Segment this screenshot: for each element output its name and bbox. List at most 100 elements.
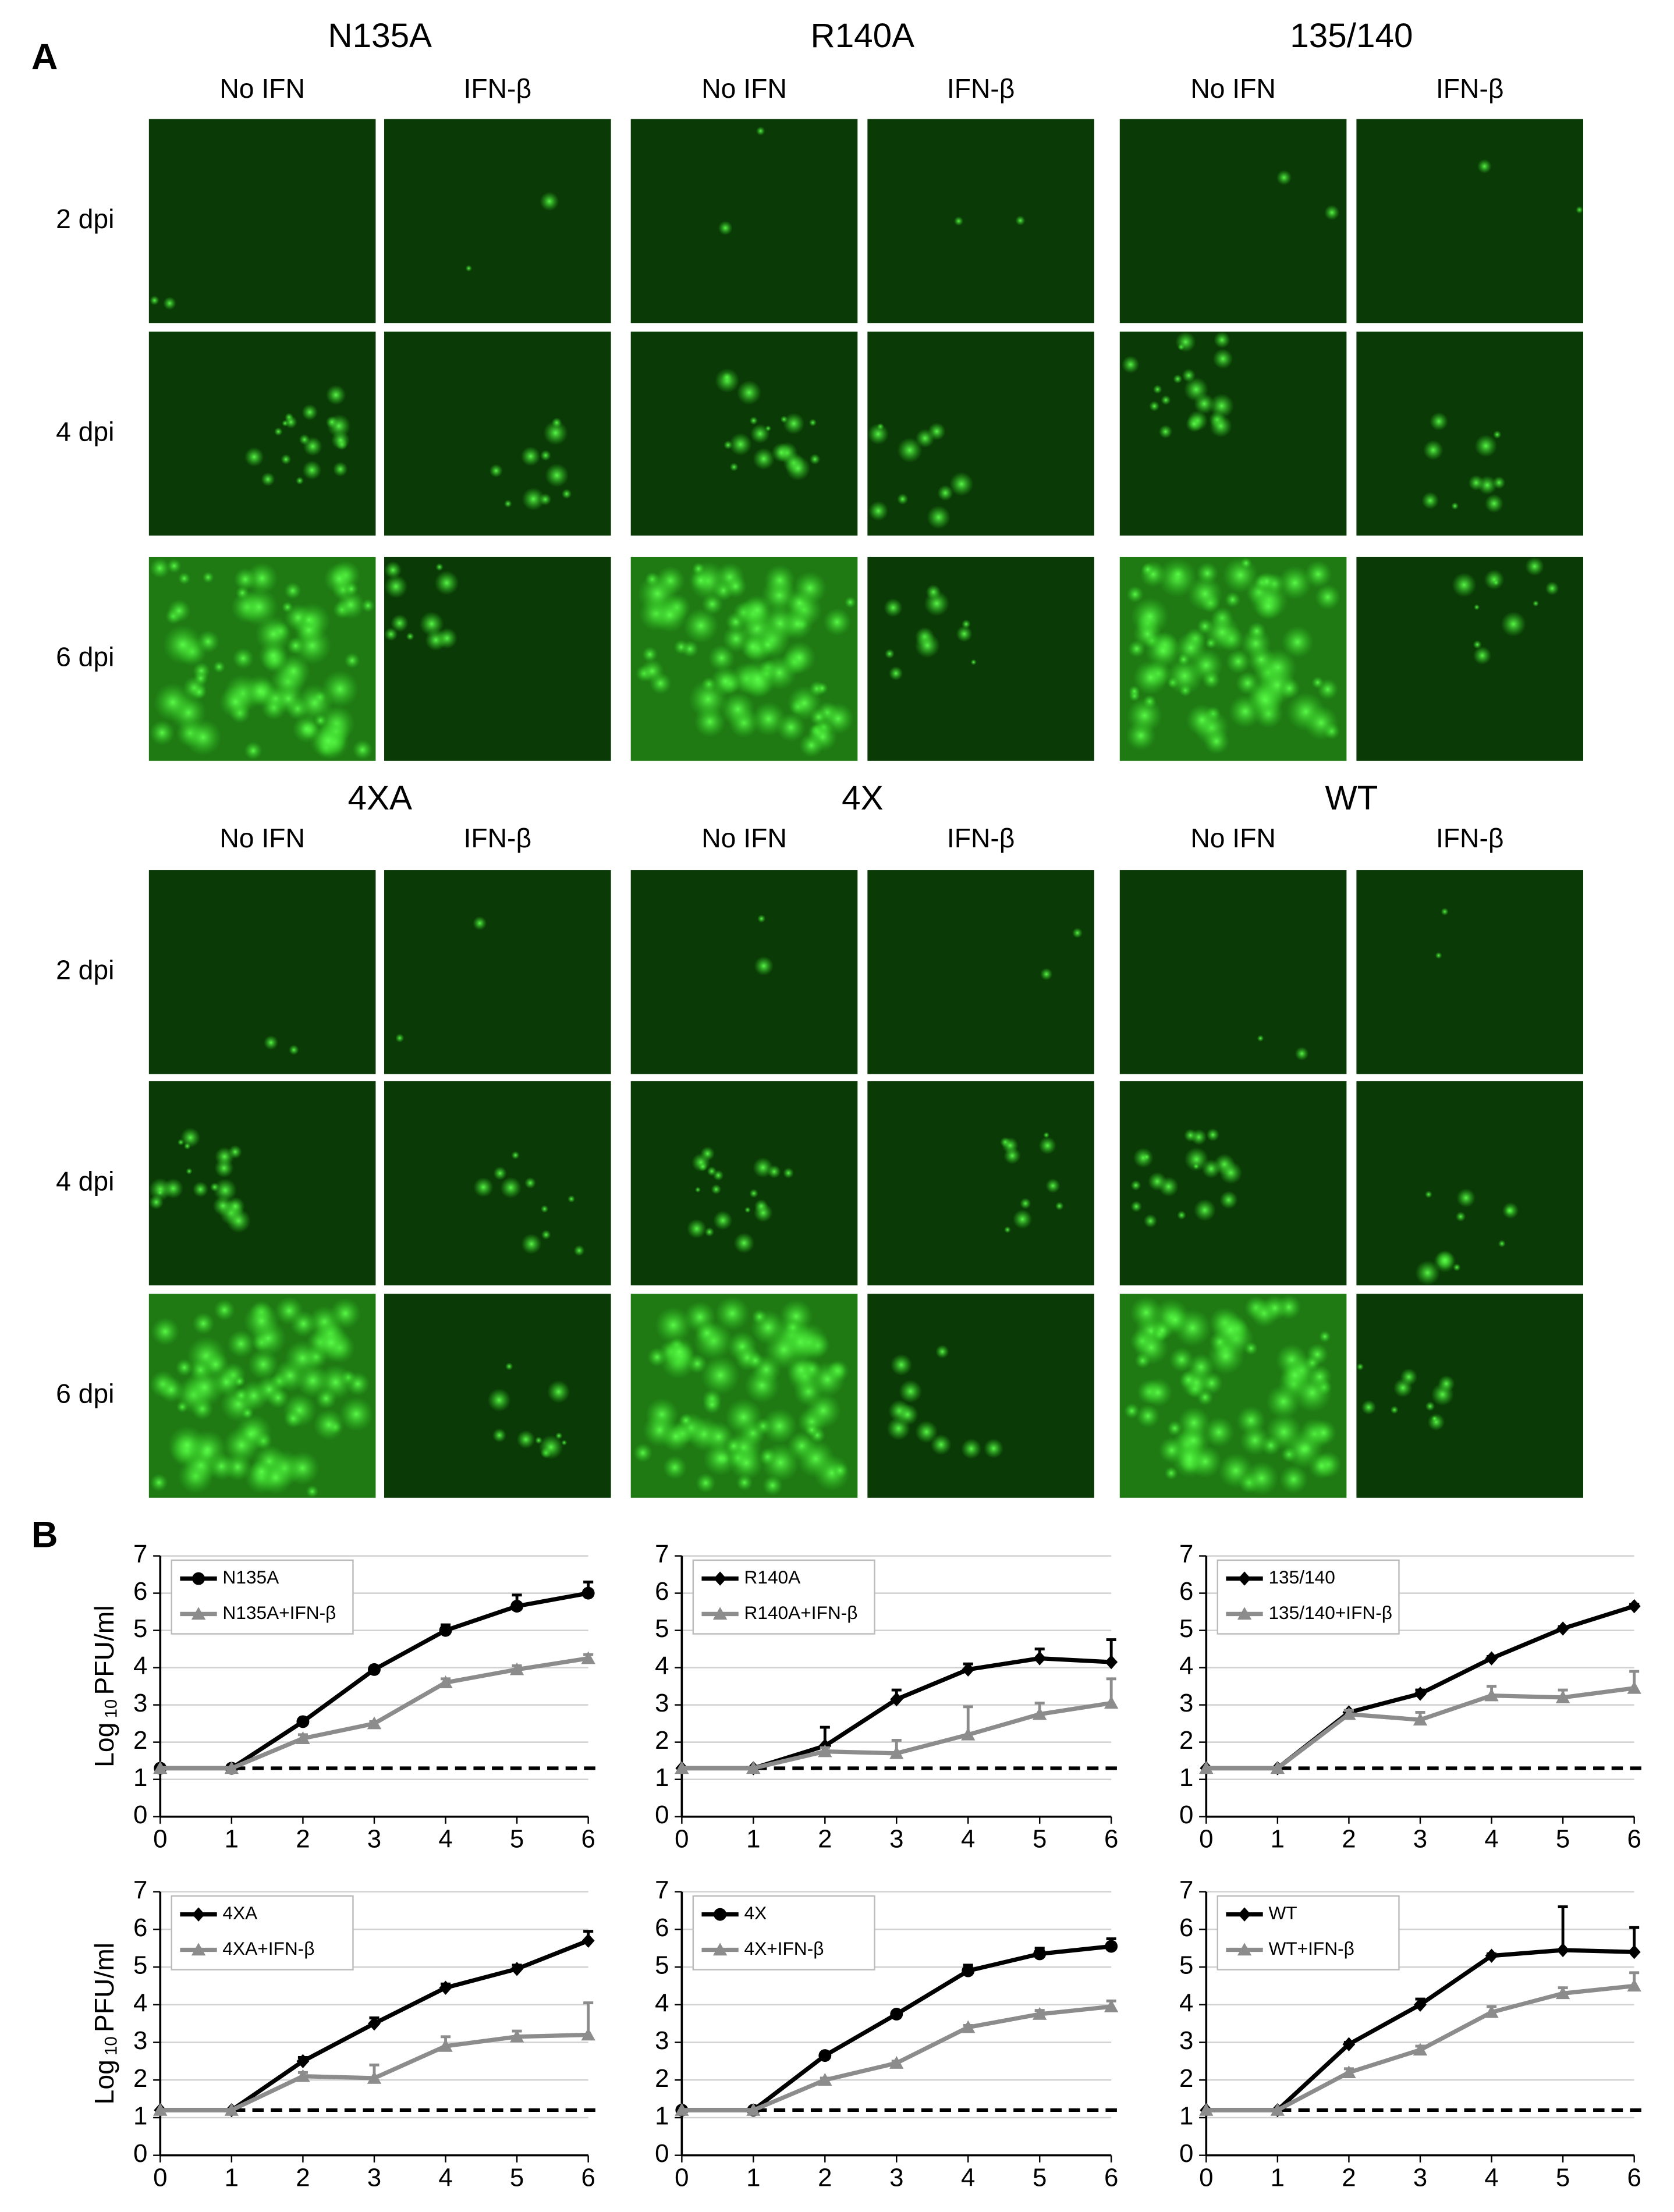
- legend-label: 4X: [744, 1902, 767, 1923]
- cell-fluorescence: [545, 463, 569, 488]
- micrograph: [1356, 870, 1584, 1074]
- y-axis-label-part: Log: [89, 2060, 119, 2104]
- cell-fluorescence: [1193, 1199, 1217, 1222]
- cell-fluorescence: [1240, 557, 1252, 569]
- cell-fluorescence: [1441, 907, 1449, 916]
- cell-fluorescence: [178, 572, 191, 585]
- legend-marker: [714, 1571, 727, 1586]
- y-tick-label: 6: [1179, 1913, 1193, 1942]
- y-tick-label: 1: [1179, 1763, 1193, 1792]
- y-axis-label-part: PFU/ml: [89, 1605, 119, 1695]
- cell-fluorescence: [725, 1398, 762, 1436]
- x-tick-label: 6: [1627, 2164, 1641, 2192]
- cell-fluorescence: [180, 1127, 201, 1148]
- cell-fluorescence: [687, 1219, 707, 1239]
- cell-fluorescence: [167, 599, 191, 623]
- cell-fluorescence: [163, 296, 176, 310]
- point: [224, 1761, 239, 1774]
- point: [153, 1761, 168, 1774]
- cell-fluorescence: [983, 1438, 1004, 1459]
- cell-fluorescence: [1278, 566, 1312, 600]
- cell-fluorescence: [1456, 1188, 1476, 1208]
- cell-fluorescence: [641, 647, 658, 663]
- point: [962, 1964, 975, 1977]
- cell-fluorescence: [1175, 331, 1196, 353]
- condition-label: IFN-β: [464, 823, 532, 853]
- cell-fluorescence: [736, 380, 762, 405]
- point: [889, 1746, 904, 1759]
- cell-fluorescence: [1161, 395, 1171, 406]
- cell-fluorescence: [1281, 626, 1314, 658]
- x-tick-label: 5: [1556, 1825, 1570, 1854]
- micrograph: [630, 1081, 858, 1286]
- micrograph: [1356, 119, 1584, 324]
- cell-fluorescence: [191, 684, 207, 700]
- y-tick-label: 5: [1179, 1951, 1193, 1980]
- cell-fluorescence: [283, 1409, 303, 1428]
- cell-fluorescence: [1484, 569, 1505, 590]
- cell-fluorescence: [771, 442, 792, 463]
- cell-fluorescence: [177, 1138, 185, 1146]
- cell-fluorescence: [1576, 206, 1584, 214]
- cell-fluorescence: [1126, 698, 1162, 733]
- y-tick-label: 5: [133, 1951, 147, 1980]
- cell-fluorescence: [202, 571, 214, 584]
- cell-fluorescence: [722, 372, 732, 383]
- y-tick-label: 4: [133, 1652, 147, 1680]
- cell-fluorescence: [799, 733, 824, 758]
- cell-fluorescence: [1158, 424, 1173, 439]
- cell-fluorescence: [1425, 1401, 1435, 1411]
- y-tick-label: 3: [133, 1689, 147, 1717]
- cell-fluorescence: [543, 420, 568, 446]
- cell-fluorescence: [720, 691, 756, 727]
- point: [368, 2016, 381, 2031]
- point: [368, 1663, 381, 1676]
- point: [1342, 2037, 1356, 2051]
- x-tick-label: 1: [225, 1825, 239, 1854]
- point: [510, 1962, 524, 1976]
- cell-fluorescence: [1040, 968, 1053, 981]
- cell-fluorescence: [1452, 572, 1477, 598]
- cell-fluorescence: [551, 417, 562, 428]
- y-tick-label: 2: [133, 2064, 147, 2093]
- y-tick-label: 7: [133, 1540, 147, 1568]
- cell-fluorescence: [1164, 1466, 1178, 1480]
- legend-label: R140A: [744, 1567, 801, 1588]
- cell-fluorescence: [750, 424, 770, 444]
- y-tick-label: 5: [655, 1951, 669, 1980]
- point: [1342, 1707, 1356, 1720]
- cell-fluorescence: [1430, 412, 1448, 431]
- cell-fluorescence: [547, 1380, 570, 1404]
- y-tick-label: 0: [1179, 1801, 1193, 1829]
- cell-fluorescence: [296, 684, 334, 722]
- y-tick-label: 1: [655, 2101, 669, 2130]
- cell-fluorescence: [1318, 1330, 1331, 1343]
- cell-fluorescence: [1166, 657, 1204, 695]
- point: [889, 2055, 904, 2069]
- cell-fluorescence: [1390, 1405, 1399, 1414]
- cell-fluorescence: [1424, 1190, 1432, 1198]
- x-tick-label: 6: [1104, 1825, 1118, 1854]
- cell-fluorescence: [1126, 585, 1144, 603]
- x-tick-label: 3: [889, 1825, 903, 1854]
- y-axis-label-part: 10: [102, 2036, 120, 2055]
- cell-fluorescence: [175, 1358, 193, 1376]
- point: [296, 1731, 310, 1744]
- cell-fluorescence: [783, 1167, 794, 1179]
- cell-fluorescence: [538, 1435, 563, 1460]
- legend-label: 4XA: [222, 1902, 258, 1923]
- cell-fluorescence: [157, 1189, 164, 1196]
- cell-fluorescence: [703, 1421, 735, 1453]
- cell-fluorescence: [1356, 1363, 1364, 1370]
- legend-box: [692, 1559, 875, 1635]
- point: [1033, 1707, 1047, 1720]
- cell-fluorescence: [1162, 1307, 1188, 1332]
- cell-fluorescence: [823, 608, 852, 636]
- x-tick-label: 4: [438, 2164, 452, 2192]
- cell-fluorescence: [754, 956, 774, 976]
- point: [1485, 1651, 1498, 1666]
- cell-fluorescence: [261, 472, 275, 487]
- point: [1556, 1621, 1570, 1636]
- cell-fluorescence: [273, 683, 304, 714]
- legend-marker: [192, 1572, 205, 1585]
